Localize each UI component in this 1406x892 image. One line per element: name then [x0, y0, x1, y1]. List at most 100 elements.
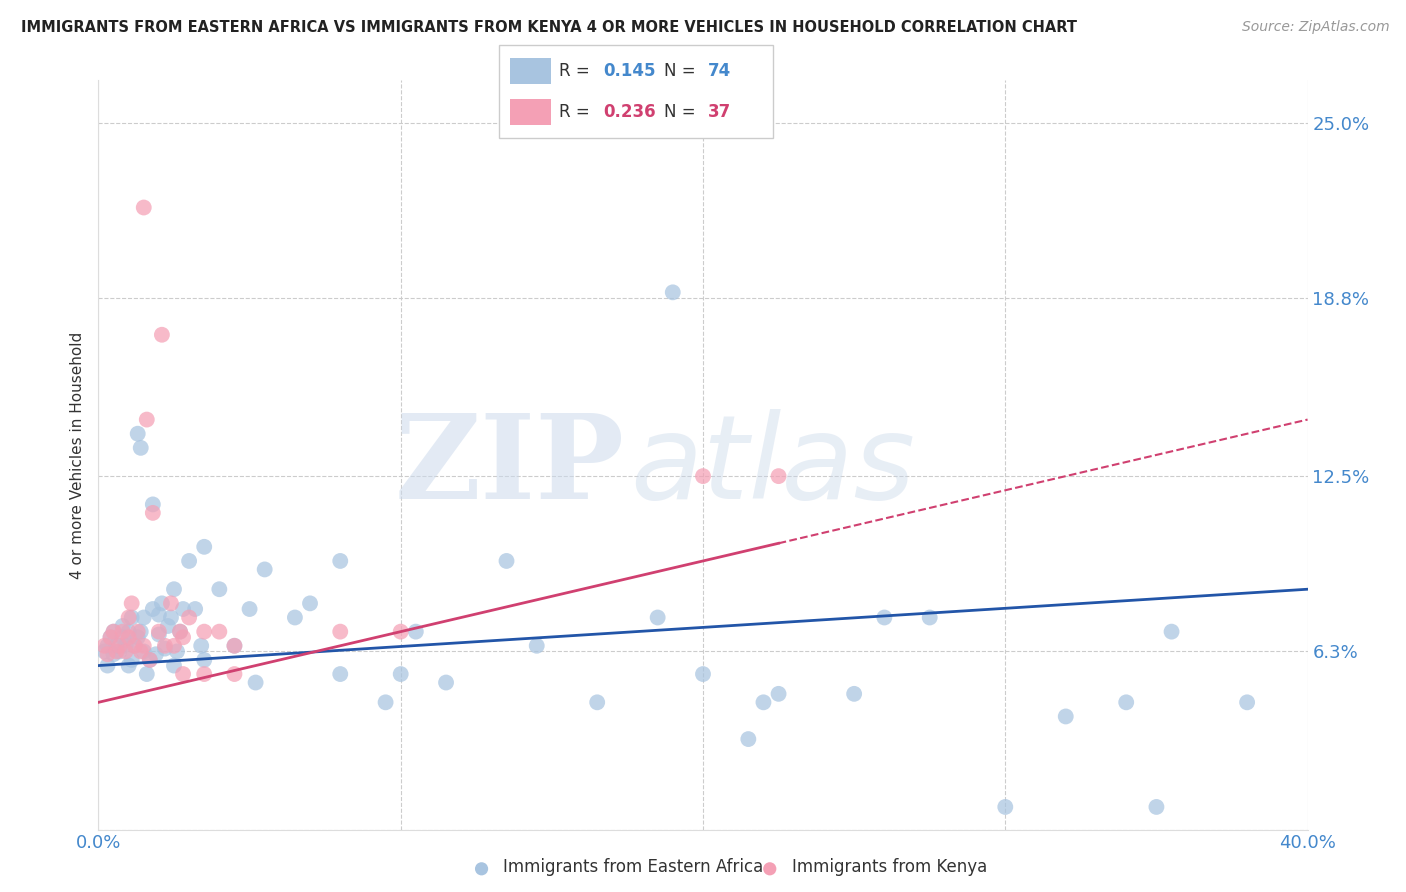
Point — [994, 800, 1017, 814]
Point — [193, 540, 215, 554]
Point — [918, 610, 941, 624]
Point — [129, 441, 152, 455]
Point — [768, 469, 790, 483]
Point — [111, 624, 134, 639]
Point — [284, 610, 307, 624]
Point — [172, 602, 194, 616]
Point — [93, 644, 115, 658]
Point — [389, 624, 412, 639]
Point — [127, 624, 149, 639]
Point — [374, 695, 396, 709]
Text: R =: R = — [560, 103, 596, 121]
Point — [111, 630, 134, 644]
Point — [873, 610, 896, 624]
Point — [160, 596, 183, 610]
Point — [153, 641, 176, 656]
Point — [135, 667, 157, 681]
Point — [647, 610, 669, 624]
Point — [142, 506, 165, 520]
Point — [118, 658, 141, 673]
Bar — [510, 99, 551, 125]
Point — [118, 624, 141, 639]
Point — [692, 469, 714, 483]
Point — [299, 596, 322, 610]
Point — [179, 554, 201, 568]
Point — [124, 639, 146, 653]
Point — [148, 607, 170, 622]
Point — [224, 639, 246, 653]
Point — [127, 426, 149, 441]
Point — [142, 602, 165, 616]
Point — [142, 497, 165, 511]
Point — [148, 624, 170, 639]
Point — [163, 658, 186, 673]
Point — [526, 639, 548, 653]
Point — [166, 644, 188, 658]
Point — [121, 653, 143, 667]
Point — [471, 862, 494, 876]
Point — [692, 667, 714, 681]
Point — [153, 639, 176, 653]
Point — [114, 639, 136, 653]
Point — [145, 647, 167, 661]
Point — [105, 644, 128, 658]
Point — [105, 639, 128, 653]
Point — [1160, 624, 1182, 639]
Point — [124, 639, 146, 653]
Point — [118, 610, 141, 624]
Text: 0.236: 0.236 — [603, 103, 657, 121]
Text: N =: N = — [664, 62, 700, 79]
FancyBboxPatch shape — [499, 45, 773, 138]
Point — [96, 639, 118, 653]
Text: 0.145: 0.145 — [603, 62, 655, 79]
Point — [179, 610, 201, 624]
Point — [434, 675, 457, 690]
Point — [121, 610, 143, 624]
Point — [1236, 695, 1258, 709]
Point — [752, 695, 775, 709]
Point — [132, 610, 155, 624]
Point — [148, 627, 170, 641]
Point — [245, 675, 267, 690]
Point — [111, 619, 134, 633]
Point — [253, 562, 276, 576]
Point — [1054, 709, 1077, 723]
Point — [389, 667, 412, 681]
Point — [139, 653, 162, 667]
Y-axis label: 4 or more Vehicles in Household: 4 or more Vehicles in Household — [70, 331, 86, 579]
Point — [224, 667, 246, 681]
Text: IMMIGRANTS FROM EASTERN AFRICA VS IMMIGRANTS FROM KENYA 4 OR MORE VEHICLES IN HO: IMMIGRANTS FROM EASTERN AFRICA VS IMMIGR… — [21, 20, 1077, 35]
Point — [1115, 695, 1137, 709]
Point — [661, 285, 683, 300]
Point — [208, 624, 231, 639]
Point — [132, 639, 155, 653]
Text: atlas: atlas — [630, 409, 915, 524]
Point — [118, 630, 141, 644]
Point — [103, 624, 125, 639]
Point — [737, 732, 759, 747]
Point — [129, 624, 152, 639]
Point — [405, 624, 427, 639]
Point — [150, 596, 173, 610]
Point — [759, 862, 782, 876]
Point — [172, 630, 194, 644]
Point — [150, 327, 173, 342]
Text: N =: N = — [664, 103, 700, 121]
Point — [239, 602, 262, 616]
Point — [844, 687, 866, 701]
Point — [586, 695, 609, 709]
Point — [96, 647, 118, 661]
Point — [108, 644, 131, 658]
Point — [156, 619, 179, 633]
Point — [114, 644, 136, 658]
Point — [132, 644, 155, 658]
Point — [139, 653, 162, 667]
Point — [135, 412, 157, 426]
Point — [127, 630, 149, 644]
Point — [208, 582, 231, 597]
Point — [190, 639, 212, 653]
Text: R =: R = — [560, 62, 596, 79]
Text: Source: ZipAtlas.com: Source: ZipAtlas.com — [1241, 20, 1389, 34]
Point — [96, 658, 118, 673]
Point — [768, 687, 790, 701]
